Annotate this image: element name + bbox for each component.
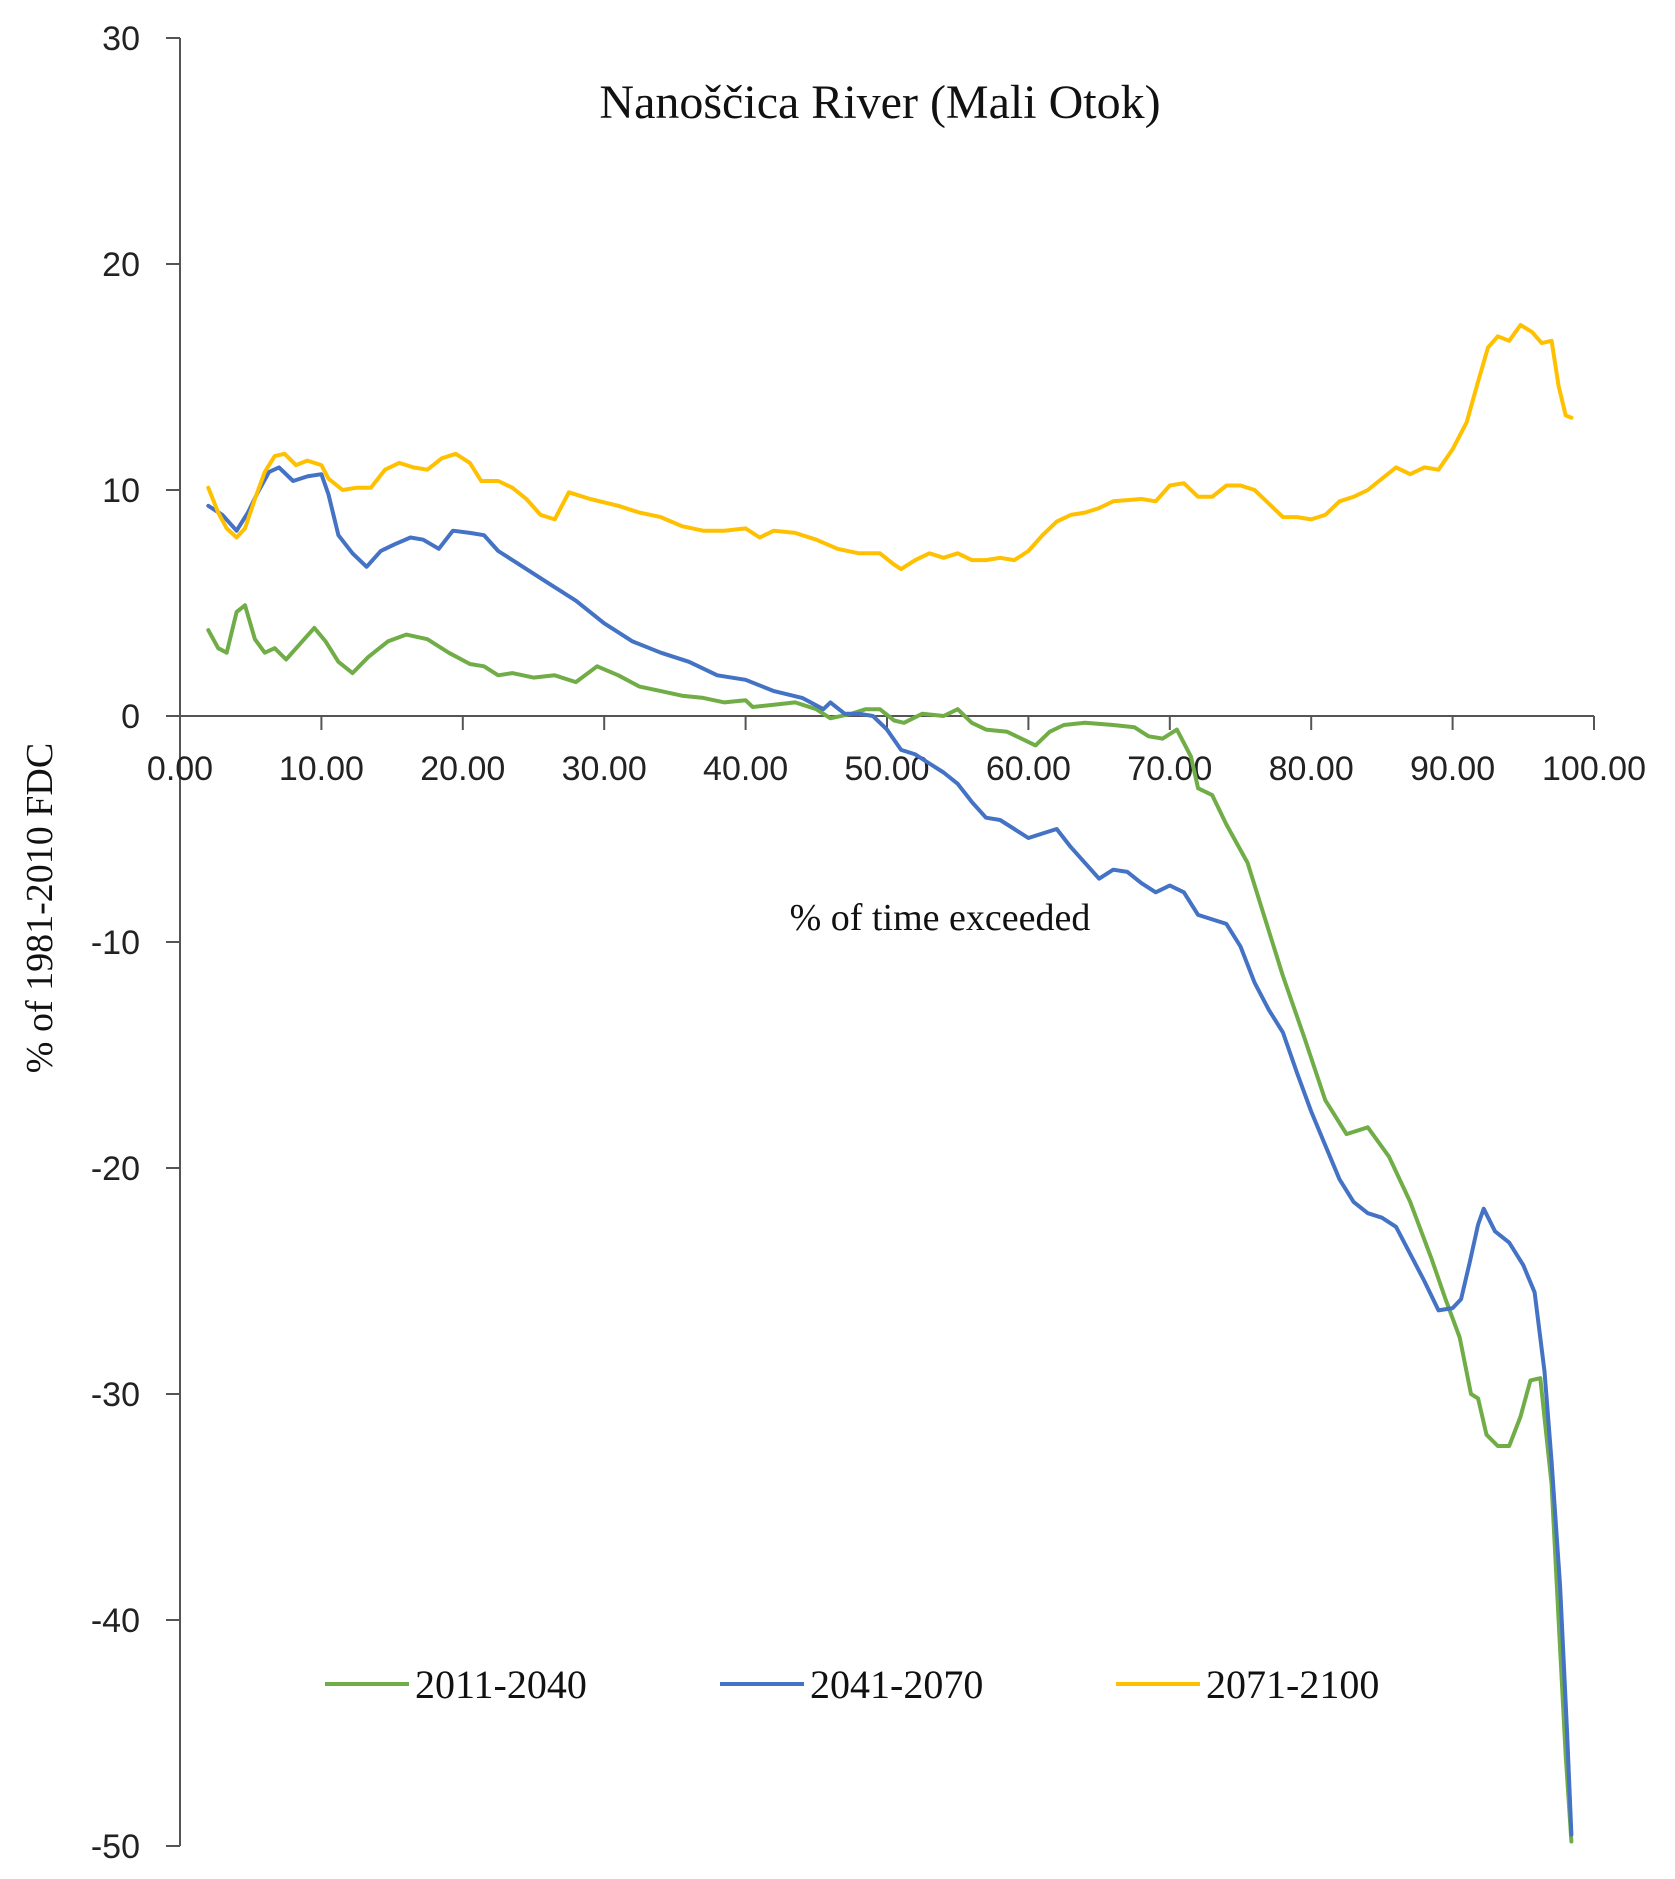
x-tick-label: 10.00 [279,750,364,788]
x-tick-label: 90.00 [1410,750,1495,788]
series-line-2071-2100 [206,323,1574,572]
y-tick-label: 30 [102,20,140,58]
x-axis: 0.00 10.00 20.00 30.00 40.00 50.00 60.00 70.00 8… [147,715,1646,788]
y-tick-label: -30 [91,1376,140,1414]
x-tick-label: 100.00 [1542,750,1646,788]
y-tick-label: -20 [91,1150,140,1188]
x-tick-label: 60.00 [986,750,1071,788]
x-tick-label: 20.00 [420,750,505,788]
series-layer [206,323,1574,1844]
chart-title: Nanoščica River (Mali Otok) [599,76,1160,129]
y-tick-label: 20 [102,246,140,284]
y-tick-label: -40 [91,1602,140,1640]
series-line-2011-2040 [206,603,1574,1844]
legend: 2011-2040 2041-2070 2071-2100 [325,1662,1379,1707]
y-axis: 30 20 10 0 -10 -20 -30 -40 -50 [91,20,181,1866]
x-axis-label: % of time exceeded [790,897,1091,939]
y-axis-label: % of 1981-2010 FDC [19,743,61,1073]
legend-label-2011-2040: 2011-2040 [415,1662,587,1707]
y-tick-label: -50 [91,1828,140,1866]
x-tick-label: 30.00 [562,750,647,788]
legend-label-2041-2070: 2041-2070 [810,1662,983,1707]
legend-label-2071-2100: 2071-2100 [1206,1662,1379,1707]
x-tick-label: 70.00 [1127,750,1212,788]
x-tick-label: 80.00 [1269,750,1354,788]
y-tick-label: 0 [121,698,140,736]
y-tick-label: 10 [102,472,140,510]
y-tick-label: -10 [91,924,140,962]
x-tick-label: 0.00 [147,750,213,788]
x-tick-label: 40.00 [703,750,788,788]
series-line-2041-2070 [206,465,1574,1837]
